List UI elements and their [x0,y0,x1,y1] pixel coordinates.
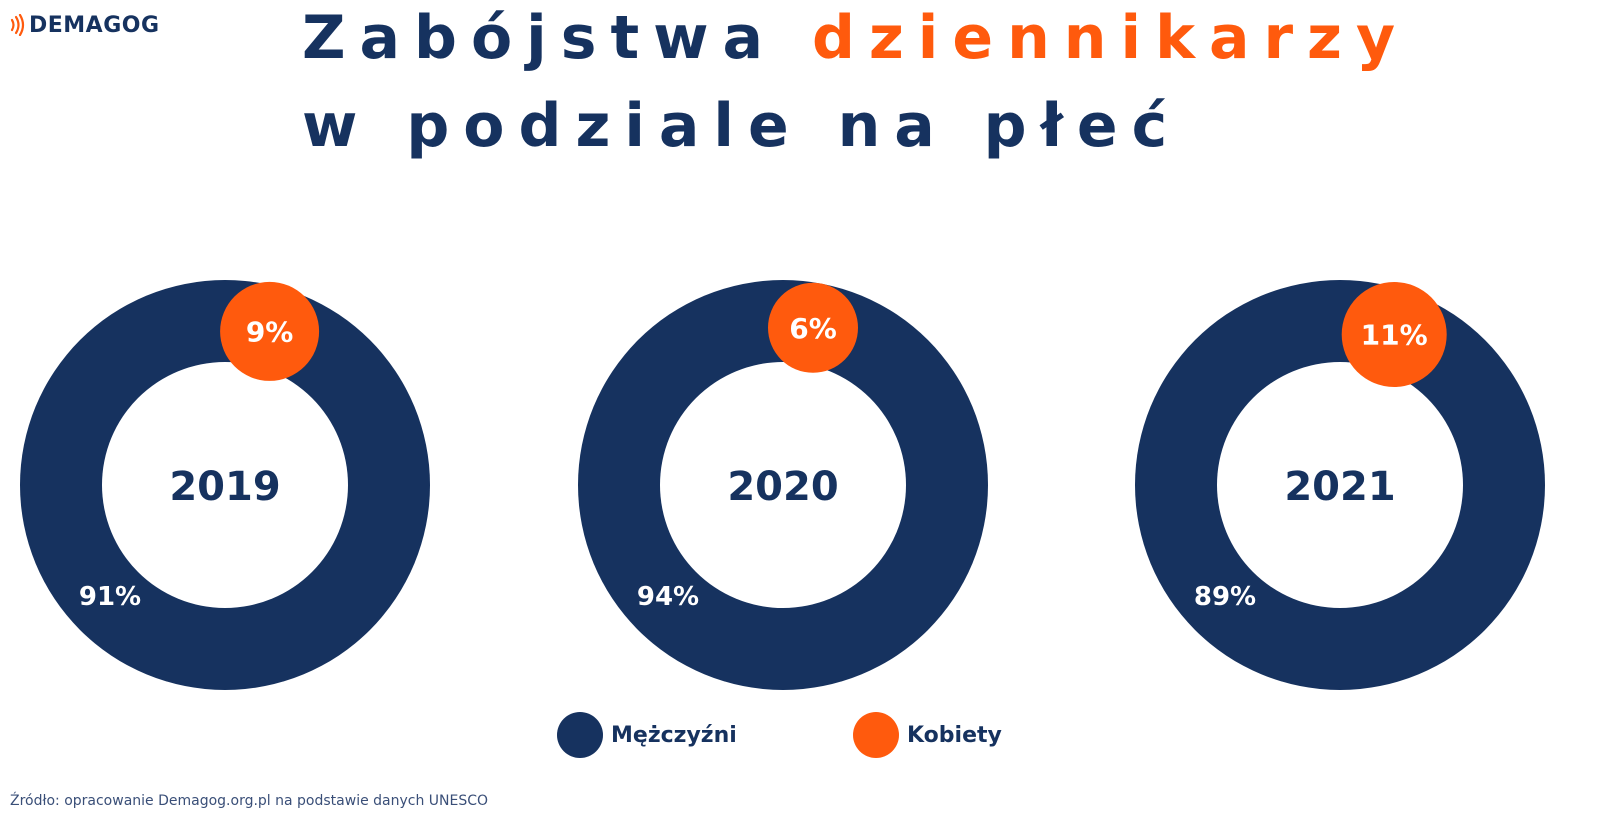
donut-2020-label-women: 6% [789,312,837,345]
legend-swatch-women [853,712,899,758]
donut-2019-year-label: 2019 [169,464,280,510]
donut-2021-label-women: 11% [1361,319,1428,352]
title-part1: Zabójstwa [302,3,778,73]
legend-label-women: Kobiety [907,722,1002,748]
legend-label-men: Mężczyźni [611,722,737,748]
donut-2020-hole [660,362,906,608]
donut-2021-year-label: 2021 [1284,464,1395,510]
sound-waves-icon [10,14,25,36]
donut-2019-hole [102,362,348,608]
title-accent: dziennikarzy [811,3,1410,73]
donut-2021-hole [1217,362,1463,608]
logo-text: DEMAGOG [29,12,160,38]
source-note: Źródło: opracowanie Demagog.org.pl na po… [10,793,489,809]
chart-title-line1: Zabójstwa dziennikarzy [302,8,1409,68]
donut-2020-year-label: 2020 [727,464,838,510]
demagog-logo: DEMAGOG [10,10,160,40]
donut-2020-slice-women [768,282,858,373]
donut-2019-label-men: 91% [79,582,141,612]
legend-item-women: Kobiety [853,712,1002,758]
legend-swatch-men [557,712,603,758]
donut-2021-label-men: 89% [1194,582,1256,612]
donut-2020-label-men: 94% [637,582,699,612]
donut-2019-slice-women [220,281,320,381]
donut-2021-slice-women [1341,282,1447,387]
chart-title-line2: w podziale na płeć [302,91,1182,161]
donut-2019-label-women: 9% [246,315,294,348]
legend-item-men: Mężczyźni [557,712,737,758]
